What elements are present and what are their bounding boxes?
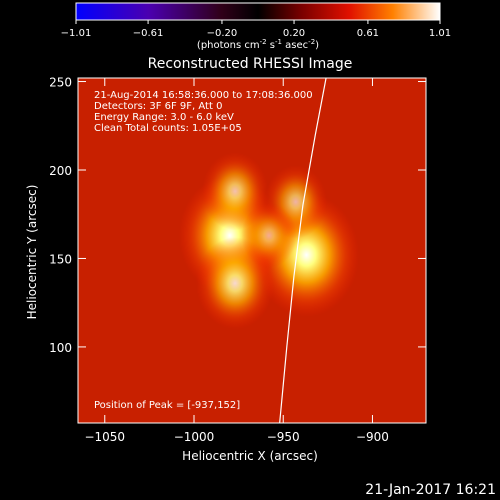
chart-title: Reconstructed RHESSI Image <box>148 56 353 72</box>
y-axis-label: Heliocentric Y (arcsec) <box>25 185 39 320</box>
info-annotation-line: Energy Range: 3.0 - 6.0 keV <box>94 112 234 123</box>
y-tick-label: 200 <box>49 164 72 178</box>
units-mid: s <box>267 40 275 51</box>
footer-date: 21-Jan-2017 16:21 <box>365 482 496 498</box>
emission-source <box>241 202 297 269</box>
x-axis-ticks: −1050 −1000 −950 −900 <box>84 78 389 444</box>
colorbar-tick-label: 0.20 <box>283 28 305 39</box>
x-axis-label: Heliocentric X (arcsec) <box>182 449 318 463</box>
units-close: ) <box>315 40 319 51</box>
info-annotation-line: Clean Total counts: 1.05E+05 <box>94 123 242 134</box>
colorbar-tick-label: −1.01 <box>61 28 92 39</box>
x-tick-label: −950 <box>267 430 300 444</box>
x-tick-label: −1000 <box>174 430 215 444</box>
units-prefix: (photons cm <box>197 40 260 51</box>
info-annotation-line: Detectors: 3F 6F 9F, Att 0 <box>94 101 222 112</box>
y-tick-label: 150 <box>49 252 72 266</box>
y-tick-label: 250 <box>49 76 72 90</box>
colorbar-tick-label: 0.61 <box>357 28 379 39</box>
solar-limb-line <box>279 78 327 423</box>
peak-position-label: Position of Peak = [-937,152] <box>94 400 240 411</box>
info-annotation-line: 21-Aug-2014 16:58:36.000 to 17:08:36.000 <box>94 90 313 101</box>
units-sup2: -1 <box>275 38 282 46</box>
y-tick-label: 100 <box>49 341 72 355</box>
colorbar <box>75 2 441 21</box>
plot-frame <box>77 77 427 424</box>
units-sup1: -2 <box>260 38 267 46</box>
heatmap-sources <box>178 152 360 330</box>
x-tick-label: −1050 <box>84 430 125 444</box>
units-suffix: asec <box>282 40 308 51</box>
colorbar-units-label: (photons cm-2 s-1 asec-2) <box>197 38 319 51</box>
colorbar-tick-label: 1.01 <box>429 28 451 39</box>
colorbar-ticks: −1.01 −0.61 −0.20 0.20 0.61 1.01 <box>61 20 451 39</box>
info-annotations: 21-Aug-2014 16:58:36.000 to 17:08:36.000… <box>94 90 313 134</box>
colorbar-tick-label: −0.61 <box>133 28 164 39</box>
y-axis-ticks: 250 200 150 100 <box>49 76 426 355</box>
units-sup3: -2 <box>308 38 315 46</box>
colorbar-tick-label: −0.20 <box>207 28 238 39</box>
x-tick-label: −900 <box>356 430 389 444</box>
